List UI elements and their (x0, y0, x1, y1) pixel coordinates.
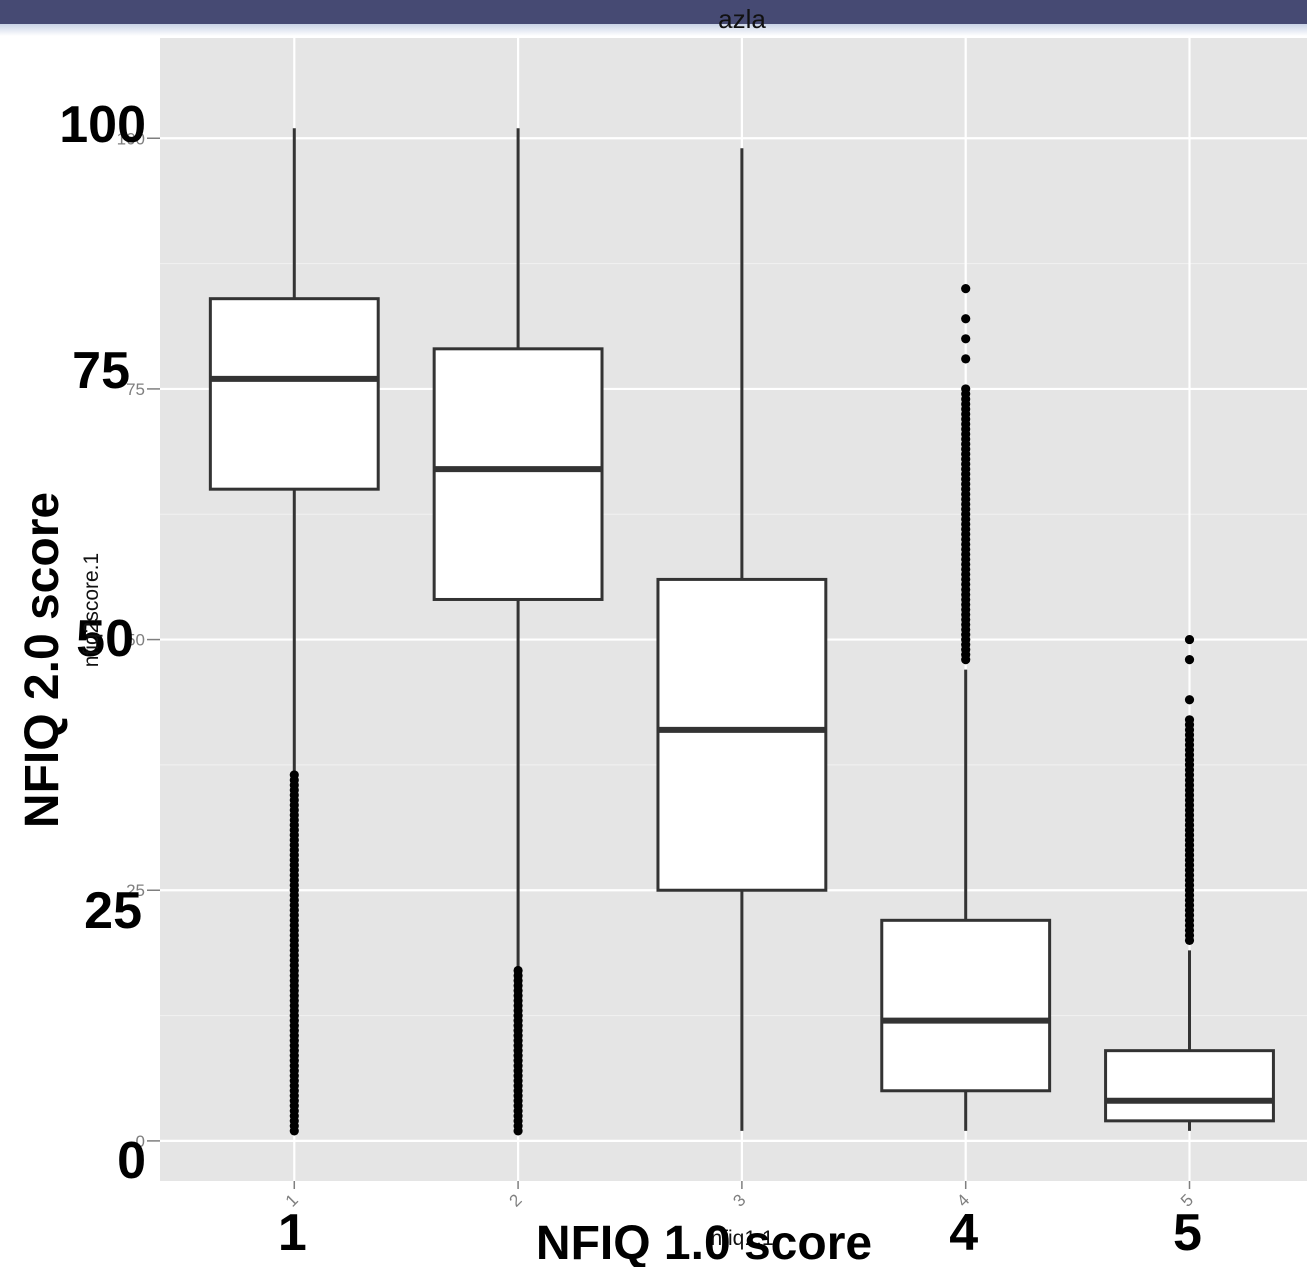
y-tick-label-small: 25 (126, 881, 145, 900)
outlier-point (1184, 655, 1195, 665)
x-tick-label-large: 1 (278, 1204, 307, 1262)
y-tick-label-large: 0 (117, 1132, 146, 1190)
y-tick-label-small: 50 (126, 631, 145, 650)
x-axis-title: NFIQ 1.0 score (536, 1217, 872, 1267)
box-iqr (656, 577, 828, 892)
boxes (208, 128, 1275, 1131)
window-titlebar (0, 0, 1307, 24)
box-iqr (1104, 1049, 1275, 1123)
y-tick-label-small: 0 (136, 1132, 145, 1151)
x-tick-label-large: 5 (1173, 1204, 1202, 1262)
box-iqr (880, 918, 1052, 1093)
outliers (289, 284, 1195, 1136)
outlier-point (1184, 715, 1195, 725)
window-title: azla (718, 4, 766, 34)
x-axis-title-small: nfiq1.1 (710, 1227, 773, 1250)
outlier-point (961, 384, 971, 394)
x-tick-label-small: 3 (729, 1190, 749, 1210)
box-iqr (432, 347, 604, 601)
x-tick-label-large: 4 (949, 1204, 978, 1262)
y-tick-label-large: 100 (59, 96, 146, 154)
x-tick-label-small: 2 (506, 1190, 526, 1210)
outlier-point (1184, 634, 1195, 645)
outlier-point (289, 770, 299, 780)
outlier-point (513, 965, 523, 976)
x-tick-labels-large: 1 4 5 (278, 1204, 1202, 1262)
box-iqr (208, 297, 380, 491)
outlier-point (1184, 695, 1195, 705)
y-tick-label-large: 50 (76, 610, 134, 668)
y-tick-label-small: 100 (117, 129, 145, 148)
y-tick-label-small: 75 (126, 380, 145, 399)
outlier-point (961, 314, 971, 324)
titlebar-shadow (0, 24, 1307, 36)
outlier-point (961, 334, 971, 344)
outlier-point (961, 354, 971, 364)
y-tick-label-large: 75 (72, 342, 130, 400)
y-tick-labels-small: 0 25 50 75 100 (117, 129, 160, 1151)
y-axis-title-small: nfiq2score.1 (80, 553, 103, 667)
y-tick-label-large: 25 (84, 882, 142, 940)
y-axis-title: NFIQ 2.0 score (16, 492, 69, 828)
y-tick-labels-large: 0 25 50 75 100 (59, 96, 146, 1190)
outlier-point (961, 284, 971, 294)
